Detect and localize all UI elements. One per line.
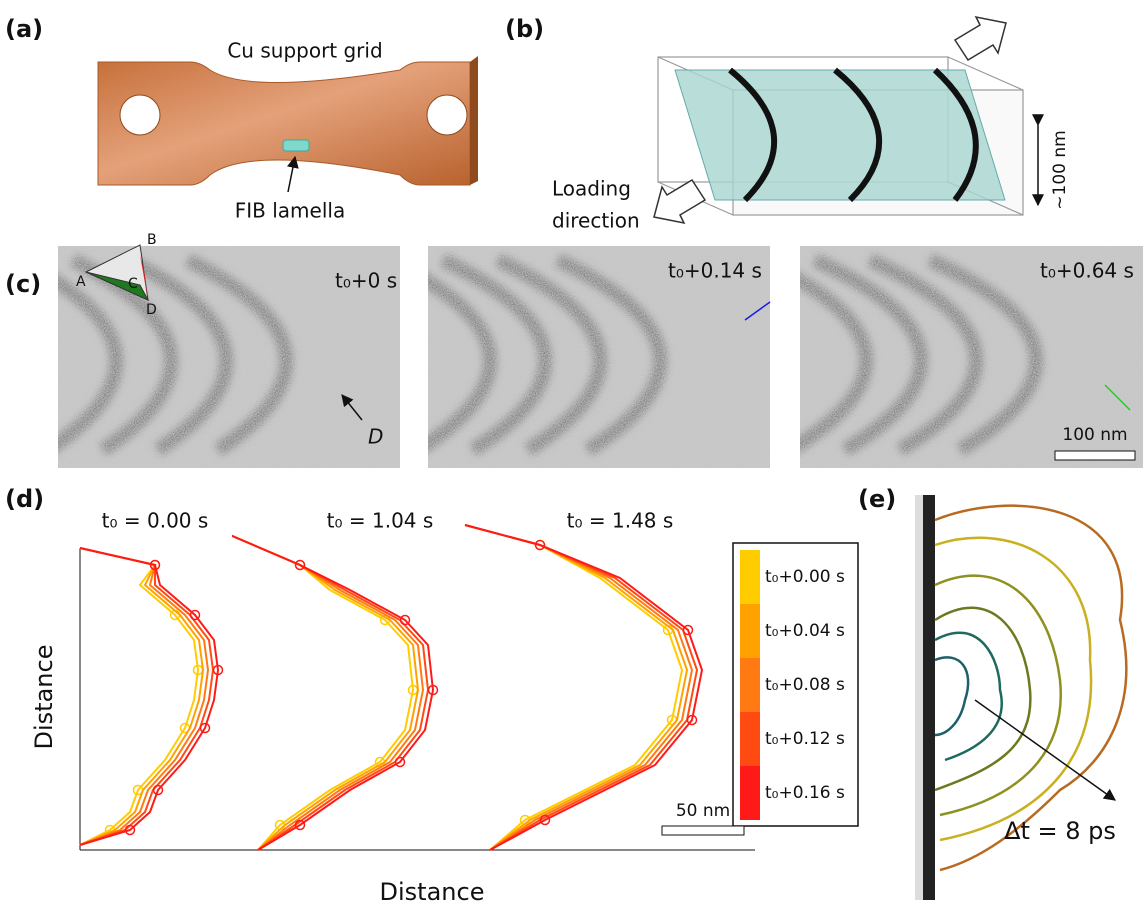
thickness-label: ~100 nm [1050,130,1070,209]
frame-time: t₀+0.14 s [668,259,762,283]
panel-label: (b) [505,15,544,43]
legend-swatch [740,604,760,658]
scale-bar [662,826,744,835]
legend-label: t₀+0.08 s [765,675,845,695]
lamella-label: FIB lamella [235,199,345,223]
contours [935,506,1126,870]
profile [230,535,428,850]
profile [80,548,203,845]
legend-swatch [740,712,760,766]
panel-title: t₀ = 1.48 s [567,509,674,533]
orientation-label: D [146,302,157,318]
cu-grid-edge [470,56,478,185]
frame-time: t₀+0.64 s [1040,259,1134,283]
surface [923,495,935,900]
load-arrow [955,17,1006,60]
panel-label: (c) [5,270,41,298]
panel-title: t₀ = 0.00 s [102,509,209,533]
y-axis-label: Distance [30,645,58,750]
scale-label: 50 nm [676,801,730,821]
orientation-label: B [147,232,157,248]
legend-swatch [740,550,760,604]
legend-label: t₀+0.12 s [765,729,845,749]
legend-label: t₀+0.16 s [765,783,845,803]
panel-label: (d) [5,485,44,513]
panel-title: t₀ = 1.04 s [327,509,434,533]
profile [80,548,213,845]
scale-bar [1055,451,1135,460]
arrow [288,157,295,192]
scale-label: 100 nm [1062,425,1127,445]
hole [427,95,467,135]
loading-label: Loading [552,177,631,201]
frame-time: t₀+0 s [335,269,397,293]
legend-label: t₀+0.00 s [765,567,845,587]
profile [465,525,702,850]
figure: (a) Cu support grid FIB lamella (b) Load… [0,0,1143,912]
surface [915,495,923,900]
panel-label: (e) [858,485,896,513]
profile [80,548,208,845]
hole [120,95,160,135]
orientation-label: A [76,274,86,290]
dislocation-label: D [368,425,383,449]
legend-label: t₀+0.04 s [765,621,845,641]
loading-label: direction [552,209,640,233]
legend-swatch [740,766,760,820]
profile [230,535,418,850]
interval-label: Δt = 8 ps [1004,817,1116,845]
panel-label: (a) [5,15,43,43]
x-axis-label: Distance [380,878,485,906]
orientation-label: C [128,276,138,292]
grid-label: Cu support grid [227,39,382,63]
load-arrow [654,180,705,223]
legend-swatch [740,658,760,712]
arrow [975,700,1115,800]
lamella [283,140,309,151]
